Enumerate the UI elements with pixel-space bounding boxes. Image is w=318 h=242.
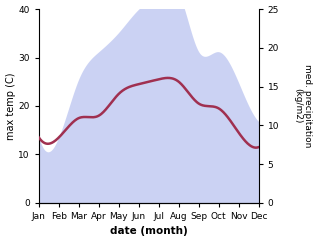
X-axis label: date (month): date (month) bbox=[110, 227, 188, 236]
Y-axis label: max temp (C): max temp (C) bbox=[5, 72, 16, 140]
Y-axis label: med. precipitation
(kg/m2): med. precipitation (kg/m2) bbox=[293, 64, 313, 148]
